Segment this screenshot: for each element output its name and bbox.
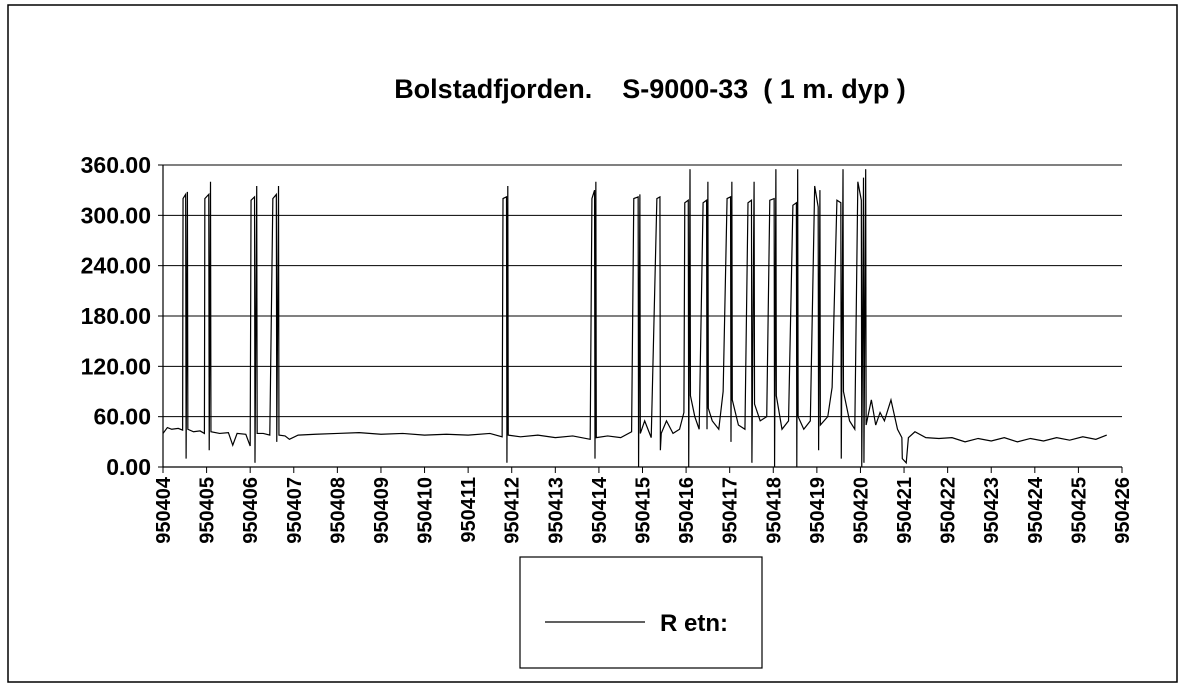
- y-tick-label: 180.00: [81, 303, 151, 329]
- x-tick-label: 950415: [633, 477, 655, 544]
- x-tick-label: 950407: [284, 477, 306, 544]
- x-tick-label: 950406: [240, 477, 262, 544]
- x-tick-label: 950424: [1025, 476, 1047, 544]
- x-tick-label: 950409: [371, 477, 393, 544]
- y-tick-label: 300.00: [81, 202, 151, 228]
- y-tick-label: 120.00: [81, 353, 151, 379]
- chart-title: Bolstadfjorden. S-9000-33 ( 1 m. dyp ): [394, 74, 906, 104]
- x-tick-label: 950419: [807, 477, 829, 544]
- legend-label: R etn:: [660, 610, 728, 637]
- y-tick-label: 240.00: [81, 253, 151, 279]
- x-tick-label: 950413: [545, 477, 567, 544]
- legend-box: [519, 556, 763, 669]
- x-tick-label: 950416: [676, 477, 698, 544]
- y-tick-label: 360.00: [81, 152, 151, 178]
- x-tick-label: 950414: [589, 476, 611, 544]
- x-tick-label: 950411: [458, 477, 480, 543]
- x-tick-label: 950420: [850, 477, 872, 544]
- data-line: [162, 169, 1107, 468]
- x-tick-label: 950404: [153, 476, 175, 544]
- x-tick-label: 950410: [415, 477, 437, 544]
- x-tick-label: 950417: [720, 477, 742, 544]
- x-tick-label: 950423: [981, 477, 1003, 544]
- x-tick-label: 950422: [938, 477, 960, 544]
- y-tick-label: 0.00: [106, 454, 151, 480]
- x-tick-label: 950418: [763, 477, 785, 544]
- x-tick-label: 950421: [894, 477, 916, 544]
- y-tick-label: 60.00: [93, 404, 151, 430]
- x-tick-label: 950405: [197, 477, 219, 544]
- x-tick-label: 950412: [502, 477, 524, 544]
- x-tick-label: 950426: [1112, 477, 1134, 544]
- x-tick-label: 950425: [1068, 477, 1090, 544]
- x-tick-label: 950408: [327, 477, 349, 544]
